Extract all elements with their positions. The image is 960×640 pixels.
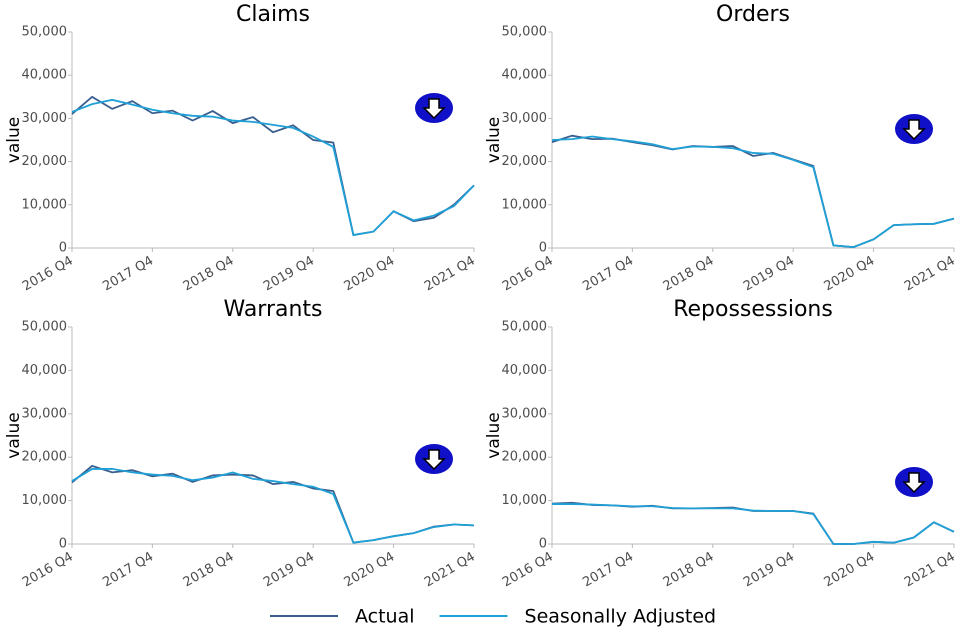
y-axis-label: value: [4, 412, 24, 458]
y-tick-label: 40,000: [502, 363, 548, 378]
y-tick-label: 20,000: [502, 154, 548, 169]
x-tick-label: 2020 Q4: [342, 254, 398, 295]
series-line: [71, 95, 475, 237]
y-tick-label: 20,000: [502, 450, 548, 465]
x-tick-label: 2016 Q4: [500, 254, 556, 295]
y-tick-label: 0: [539, 537, 547, 552]
y-tick-label: 0: [59, 241, 67, 256]
series-line: [71, 468, 475, 544]
x-tick-label: 2021 Q4: [422, 550, 478, 591]
x-tick-label: 2020 Q4: [822, 550, 878, 591]
series-line: [551, 135, 955, 249]
y-tick-label: 40,000: [22, 363, 68, 378]
series-line: [552, 503, 955, 545]
y-tick-label: 20,000: [22, 450, 68, 465]
chart-title: Claims: [236, 2, 310, 27]
down-arrow-icon: [895, 467, 933, 497]
x-tick-label: 2019 Q4: [261, 550, 317, 591]
x-tick-label: 2016 Q4: [500, 550, 556, 591]
series-line: [71, 464, 475, 544]
y-tick-label: 50,000: [22, 320, 68, 335]
legend-label: Actual: [355, 606, 415, 628]
x-tick-label: 2016 Q4: [20, 550, 76, 591]
x-tick-label: 2018 Q4: [661, 550, 717, 591]
x-tick-label: 2020 Q4: [342, 550, 398, 591]
x-tick-label: 2016 Q4: [20, 254, 76, 295]
y-axis-label: value: [4, 117, 24, 163]
y-tick-label: 30,000: [502, 406, 548, 421]
y-tick-label: 10,000: [22, 493, 68, 508]
y-tick-label: 0: [59, 537, 67, 552]
x-tick-label: 2019 Q4: [741, 550, 797, 591]
x-tick-label: 2017 Q4: [100, 550, 156, 591]
y-tick-label: 30,000: [22, 111, 68, 126]
x-tick-label: 2017 Q4: [100, 254, 156, 295]
y-axis-label: value: [484, 117, 504, 163]
y-tick-label: 0: [539, 241, 547, 256]
x-tick-label: 2021 Q4: [422, 254, 478, 295]
y-tick-label: 10,000: [22, 197, 68, 212]
y-tick-label: 10,000: [502, 197, 548, 212]
down-arrow-icon: [415, 444, 453, 474]
down-arrow-icon: [415, 93, 453, 123]
y-tick-label: 40,000: [502, 68, 548, 83]
x-tick-label: 2019 Q4: [261, 254, 317, 295]
y-tick-label: 50,000: [502, 320, 548, 335]
series-line: [551, 501, 955, 545]
arrow-icons: [415, 93, 933, 497]
y-tick-label: 30,000: [502, 111, 548, 126]
x-tick-label: 2017 Q4: [580, 550, 636, 591]
chart-title: Warrants: [223, 297, 322, 322]
x-tick-label: 2018 Q4: [181, 550, 237, 591]
down-arrow-icon: [895, 114, 933, 144]
chart-title: Orders: [716, 2, 790, 27]
y-tick-label: 20,000: [22, 154, 68, 169]
chart-title: Repossessions: [673, 297, 833, 322]
x-tick-label: 2017 Q4: [580, 254, 636, 295]
legend-label: Seasonally Adjusted: [525, 606, 717, 628]
x-tick-label: 2018 Q4: [181, 254, 237, 295]
y-tick-label: 40,000: [22, 68, 68, 83]
x-tick-label: 2021 Q4: [902, 550, 958, 591]
series-line: [71, 98, 475, 237]
y-tick-label: 10,000: [502, 493, 548, 508]
y-tick-label: 30,000: [22, 406, 68, 421]
y-tick-label: 50,000: [502, 25, 548, 40]
x-tick-label: 2021 Q4: [902, 254, 958, 295]
y-axis-label: value: [484, 412, 504, 458]
y-tick-label: 50,000: [22, 25, 68, 40]
x-tick-label: 2020 Q4: [822, 254, 878, 295]
x-tick-label: 2019 Q4: [741, 254, 797, 295]
x-tick-label: 2018 Q4: [661, 254, 717, 295]
